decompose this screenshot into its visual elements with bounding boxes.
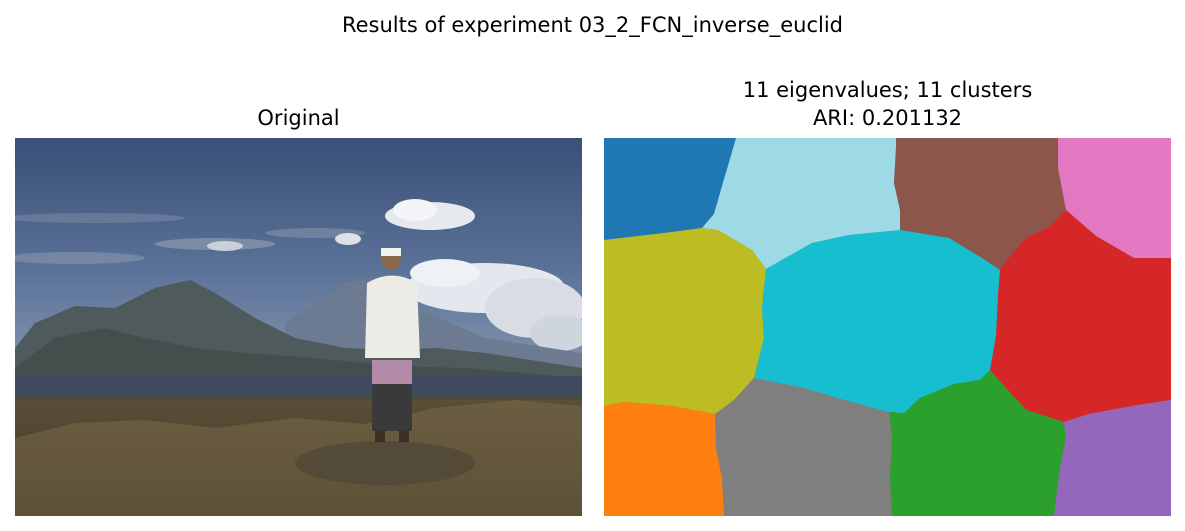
cluster-red bbox=[990, 210, 1171, 422]
cluster-orange bbox=[604, 402, 724, 516]
cluster-cyan bbox=[754, 230, 1000, 413]
segmentation-title-line1: 11 eigenvalues; 11 clusters bbox=[742, 78, 1033, 102]
segmentation-map bbox=[604, 138, 1171, 516]
segmentation-title: 11 eigenvalues; 11 clusters ARI: 0.20113… bbox=[604, 76, 1171, 132]
lake bbox=[15, 376, 582, 398]
clouds bbox=[207, 199, 582, 351]
figure-suptitle: Results of experiment 03_2_FCN_inverse_e… bbox=[341, 13, 843, 37]
path-dirt bbox=[295, 441, 475, 485]
original-image bbox=[15, 138, 582, 516]
cluster-gray bbox=[715, 378, 892, 516]
cluster-blue bbox=[604, 138, 736, 240]
man-figure bbox=[365, 248, 420, 442]
original-photo bbox=[15, 138, 582, 516]
segmentation-image bbox=[604, 138, 1171, 516]
segmentation-title-line2: ARI: 0.201132 bbox=[812, 106, 963, 130]
cluster-pink bbox=[1058, 138, 1171, 258]
cluster-olive bbox=[604, 228, 766, 414]
cluster-green bbox=[889, 370, 1066, 516]
cluster-brown bbox=[894, 138, 1066, 270]
cluster-purple bbox=[1054, 400, 1171, 516]
original-title: Original bbox=[257, 106, 340, 130]
cluster-lightblue bbox=[702, 138, 900, 269]
